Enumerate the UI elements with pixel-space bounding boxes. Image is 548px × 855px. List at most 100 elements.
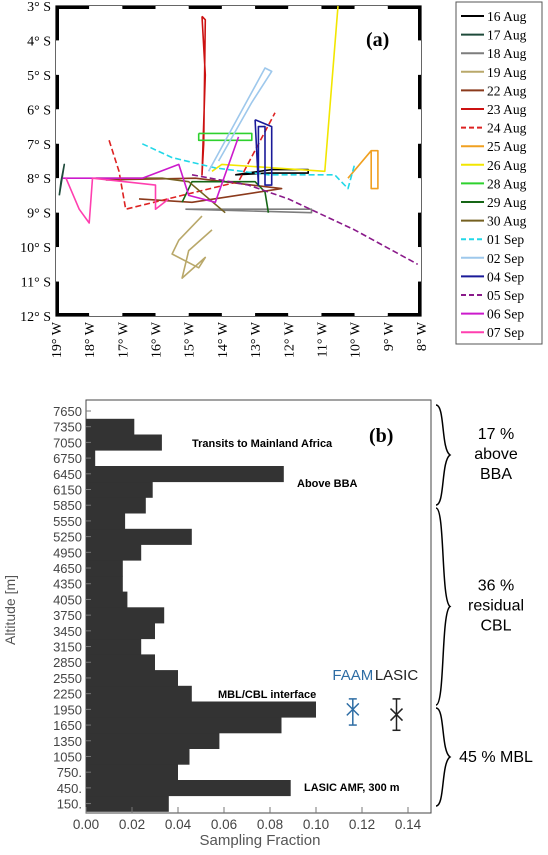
histogram-y-tick-label: 1650 [53,718,82,733]
map-y-tick-label: 5° S [27,69,51,84]
map-x-tick-label: 15° W [183,321,198,358]
map-x-tick-label: 9° W [382,321,397,351]
histogram-bar [86,717,282,734]
histogram-x-tick-label: 0.08 [257,817,283,832]
annotation-lasic-amf: LASIC AMF, 300 m [304,782,400,794]
map-y-tick-label: 6° S [27,103,51,118]
histogram-bar [86,591,128,608]
histogram-y-tick-label: 3450 [53,624,82,639]
map-x-tick-label: 13° W [249,321,264,358]
legend-label: 18 Aug [487,46,527,61]
legend-label: 28 Aug [487,176,527,191]
histogram-y-tick-label: 5850 [53,498,82,513]
map-frame [55,5,422,317]
histogram-bar [86,528,192,545]
flight-track-04-sep [254,118,273,186]
histogram-x-tick-label: 0.12 [349,817,375,832]
histogram-y-tick-label: 6450 [53,467,82,482]
histogram-bar [86,466,284,483]
map-y-tick-label: 7° S [27,138,51,153]
map-legend-box [455,1,543,345]
annotation-above-bba: Above BBA [297,478,358,490]
histogram-markers: FAAM LASIC [332,667,418,732]
histogram-x-tick-label: 0.14 [395,817,422,832]
legend-label: 30 Aug [487,214,527,229]
legend-label: 26 Aug [487,158,527,173]
histogram-y-tick-label: 5550 [53,514,82,529]
histogram-y-tick-label: 3750 [53,608,82,623]
panel-a-label: (a) [366,29,389,51]
bracket-line1: residual [468,598,524,615]
histogram-y-tick-label: 2850 [53,655,82,670]
layer-brackets: 17 % above BBA 36 % residual CBL 45 % MBL [435,404,533,807]
histogram-bar [86,748,190,765]
map-y-tick-label: 12° S [20,310,51,325]
legend-label: 19 Aug [487,65,527,80]
legend-label: 23 Aug [487,102,527,117]
map-x-tick-label: 18° W [83,321,98,358]
map-x-tick-label: 8° W [415,321,430,351]
map-x-tick-labels: 19° W 18° W 17° W 16° W 15° W 14° W 13° W 12° W… [50,321,430,358]
histogram-x-tick-label: 0.04 [165,817,192,832]
map-y-tick-label: 4° S [27,34,51,49]
histogram-y-tick-label: 1950 [53,702,82,717]
flight-track-18-aug [185,208,313,214]
bracket-percent: 17 % [478,426,514,443]
histogram-bar [86,560,123,577]
histogram-y-axis-label: Altitude [m] [2,575,18,645]
histogram-y-tick-label: 5250 [53,530,82,545]
flight-track-17-aug [58,163,66,196]
map-x-tick-label: 19° W [50,321,65,358]
histogram-y-tick-label: 1050 [53,749,82,764]
histogram-bar [86,732,220,749]
legend-label: 22 Aug [487,83,527,98]
histogram-bar [86,623,155,640]
legend-label: 16 Aug [487,9,527,24]
map-y-tick-label: 11° S [21,276,51,291]
map-tracks [58,5,419,279]
histogram-y-tick-label: 750. [57,765,82,780]
histogram-y-tick-label: 6750 [53,451,82,466]
map-x-tick-label: 10° W [349,321,364,358]
histogram-bar [86,654,155,671]
map-legend: 16 Aug 17 Aug 18 Aug 19 Aug 22 Aug 23 Aug 24 A… [461,9,527,340]
flight-track-07-sep [65,177,170,224]
histogram-y-tick-label: 2250 [53,687,82,702]
histogram-y-tick-label: 2550 [53,671,82,686]
histogram-bar [86,544,142,561]
legend-label: 24 Aug [487,121,527,136]
flight-track-24-aug [108,112,276,210]
histogram-bar [86,780,291,797]
map-x-tick-label: 11° W [315,321,330,357]
flight-track-26-aug [211,5,339,173]
bracket-line1: above [474,446,518,463]
histogram-x-tick-label: 0.02 [119,817,145,832]
map-x-tick-label: 17° W [116,321,131,358]
histogram-y-tick-label: 3150 [53,640,82,655]
flight-track-19-aug [171,215,213,279]
layer-bracket [435,707,452,807]
bracket-percent: 36 % [478,578,514,595]
histogram-bar [86,418,135,435]
legend-label: 06 Sep [487,307,524,322]
legend-label: 25 Aug [487,139,527,154]
histogram-y-tick-label: 450. [57,781,82,796]
annotation-transits: Transits to Mainland Africa [192,438,333,450]
map-x-tick-label: 12° W [282,321,297,358]
histogram-x-tick-label: 0.10 [303,817,329,832]
map-checkered-border [56,6,421,316]
histogram-y-tick-label: 7350 [53,420,82,435]
histogram-y-tick-labels: 150.450.750.1050135016501950225025502850… [53,404,91,812]
histogram-bar [86,497,146,514]
histogram-panel: 150.450.750.1050135016501950225025502850… [2,399,533,849]
map-y-tick-label: 3° S [27,0,51,15]
histogram-y-tick-label: 7050 [53,435,82,450]
layer-bracket [435,404,452,506]
histogram-y-tick-label: 1350 [53,734,82,749]
bracket-percent: 45 % MBL [459,749,533,766]
histogram-bar [86,481,153,498]
histogram-y-tick-label: 6150 [53,483,82,498]
histogram-bar [86,513,126,530]
